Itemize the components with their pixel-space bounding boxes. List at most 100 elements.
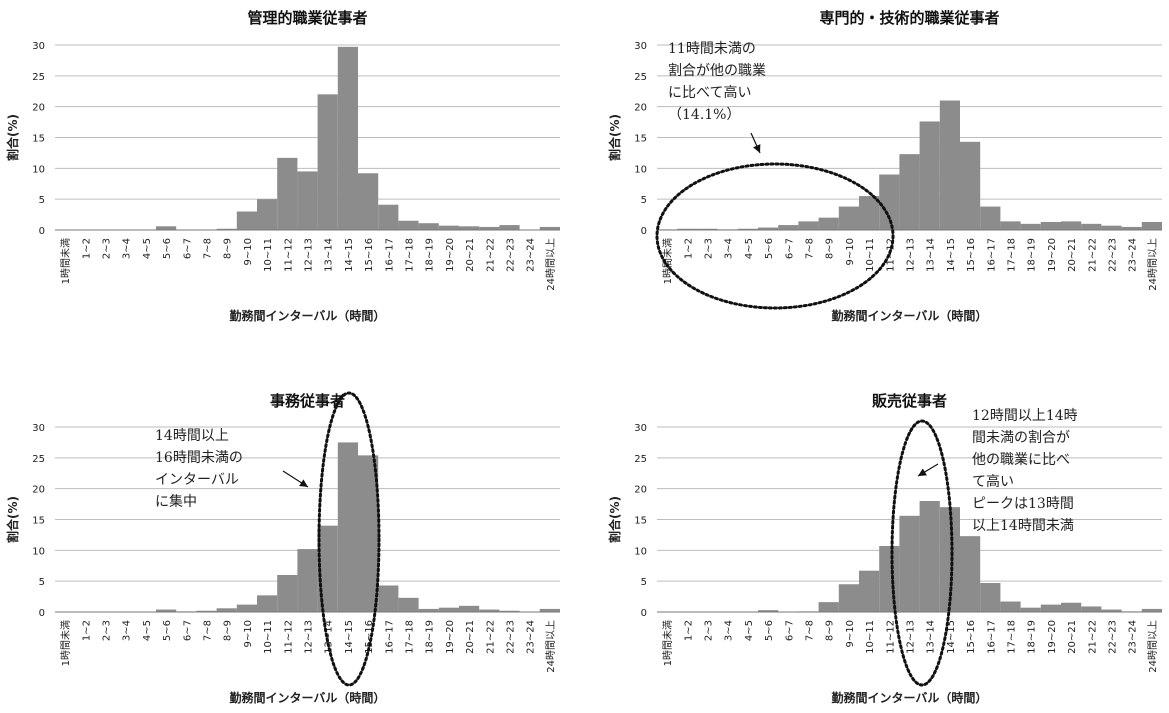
bar <box>778 225 799 230</box>
x-tick-label: 15~16 <box>364 620 375 654</box>
x-tick-label: 8~9 <box>825 238 836 259</box>
bar <box>499 225 520 230</box>
x-tick-label: 17~18 <box>1007 620 1018 654</box>
x-tick-label: 4~5 <box>142 620 153 641</box>
x-tick-label: 11~12 <box>283 238 294 272</box>
x-tick-label: 17~18 <box>405 620 416 654</box>
x-tick-label: 24時間以上 <box>545 238 557 291</box>
x-axis-label: 勤務間インターバル（時間） <box>230 690 386 705</box>
x-tick-label: 10~11 <box>865 238 876 272</box>
x-tick-label: 6~7 <box>182 620 193 641</box>
x-tick-label: 6~7 <box>182 238 193 259</box>
x-tick-label: 5~6 <box>764 238 775 259</box>
annotation-text: 他の職業に比べ <box>972 452 1070 468</box>
annotation-text: に比べて高い <box>668 84 751 101</box>
x-tick-label: 22~23 <box>506 620 517 654</box>
x-tick-label: 19~20 <box>445 238 456 272</box>
x-tick-label: 22~23 <box>1108 620 1119 654</box>
bar <box>879 174 900 230</box>
x-tick-label: 3~4 <box>724 620 735 641</box>
bar <box>1121 226 1142 230</box>
chart-panel-1: 管理的職業従事者 0 5 10 15 20 25 30 1時間未満 1~2 2~3 3~4 4~5 5~6… <box>5 9 560 323</box>
y-tick-label: 15 <box>32 516 45 527</box>
x-tick-label: 20~21 <box>465 238 476 272</box>
bar <box>1040 604 1061 612</box>
x-tick-label: 11~12 <box>885 238 896 272</box>
x-tick-label: 15~16 <box>966 238 977 272</box>
bar <box>1101 225 1122 230</box>
x-tick-label: 10~11 <box>865 620 876 654</box>
y-tick-label: 15 <box>634 516 647 527</box>
bar <box>859 196 880 230</box>
bar <box>1040 221 1061 230</box>
bar <box>438 225 459 230</box>
bar <box>899 515 920 612</box>
x-tick-label: 1時間未満 <box>662 238 674 284</box>
x-tick-label: 10~11 <box>263 238 274 272</box>
bar <box>838 584 859 612</box>
annotation-arrowhead <box>918 468 927 476</box>
bar <box>919 501 940 612</box>
bar <box>879 546 900 612</box>
y-tick-label: 20 <box>634 103 647 114</box>
bar <box>337 46 358 230</box>
x-tick-label: 23~24 <box>526 238 537 272</box>
x-tick-label: 13~14 <box>324 620 335 654</box>
x-tick-label: 11~12 <box>885 620 896 654</box>
y-tick-label: 0 <box>39 226 45 237</box>
bar <box>1000 221 1021 230</box>
x-axis-label: 勤務間インターバル（時間） <box>832 308 988 323</box>
highlight-ellipse <box>655 162 895 310</box>
x-tick-label: 2~3 <box>704 238 715 259</box>
x-tick-label: 13~14 <box>324 238 335 272</box>
bar <box>1061 602 1082 612</box>
annotation-text: 割合が他の職業 <box>668 62 766 79</box>
bar <box>960 536 981 612</box>
x-axis-label: 勤務間インターバル（時間） <box>230 308 386 323</box>
y-axis-label: 割合(%) <box>5 496 20 543</box>
x-tick-label: 21~22 <box>1087 620 1098 654</box>
bar <box>196 610 217 612</box>
bar <box>859 570 880 612</box>
x-tick-label: 19~20 <box>445 620 456 654</box>
y-axis-label: 割合(%) <box>5 114 20 161</box>
x-tick-label: 13~14 <box>926 620 937 654</box>
bar <box>499 610 520 612</box>
y-tick-label: 30 <box>32 41 45 52</box>
y-tick-label: 20 <box>634 485 647 496</box>
x-tick-label: 3~4 <box>122 620 133 641</box>
y-tick-label: 0 <box>641 226 647 237</box>
x-tick-label: 4~5 <box>744 620 755 641</box>
x-tick-label: 1時間未満 <box>60 620 72 666</box>
bar <box>317 94 338 230</box>
x-tick-label: 20~21 <box>465 620 476 654</box>
y-tick-label: 5 <box>641 577 647 588</box>
bar <box>1101 609 1122 612</box>
y-tick-label: 30 <box>32 423 45 434</box>
bar <box>939 100 960 230</box>
bar <box>337 442 358 612</box>
x-tick-label: 7~8 <box>805 238 816 259</box>
chart-title: 専門的・技術的職業従事者 <box>819 9 999 27</box>
x-tick-label: 21~22 <box>1087 238 1098 272</box>
x-tick-label: 8~9 <box>223 620 234 641</box>
y-tick-label: 25 <box>634 454 647 465</box>
x-tick-label: 9~10 <box>845 620 856 647</box>
x-tick-label: 9~10 <box>243 238 254 265</box>
x-tick-label: 14~15 <box>946 238 957 272</box>
bar <box>479 226 500 230</box>
bar <box>939 507 960 612</box>
x-tick-label: 10~11 <box>263 620 274 654</box>
x-tick-label: 9~10 <box>845 238 856 265</box>
bar <box>216 608 237 612</box>
bar <box>297 549 318 612</box>
x-tick-label: 5~6 <box>162 238 173 259</box>
x-tick-label: 24時間以上 <box>1147 620 1159 673</box>
y-tick-label: 15 <box>634 134 647 145</box>
x-tick-label: 18~19 <box>1027 238 1038 272</box>
x-tick-label: 19~20 <box>1047 620 1058 654</box>
bar <box>459 605 480 612</box>
bar <box>257 595 278 612</box>
bar <box>980 206 1001 230</box>
